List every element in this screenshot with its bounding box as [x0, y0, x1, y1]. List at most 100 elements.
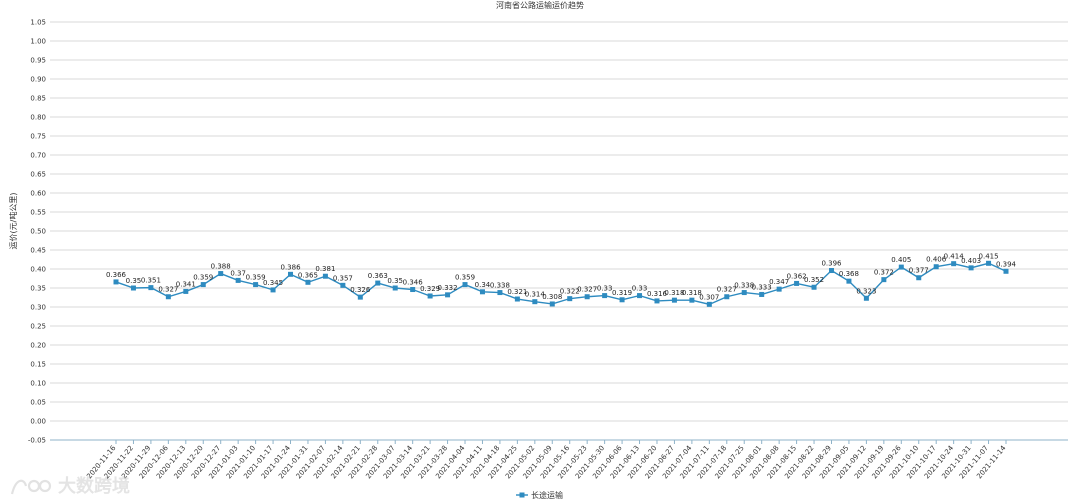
- y-tick-label: 1.00: [30, 38, 46, 46]
- data-point: [567, 296, 573, 302]
- data-point: [479, 289, 485, 295]
- data-label: 0.33: [597, 285, 613, 293]
- data-point: [445, 292, 451, 298]
- data-point: [654, 298, 660, 304]
- data-label: 0.347: [769, 278, 789, 286]
- y-tick-label: 0.25: [30, 323, 46, 331]
- data-point: [637, 293, 643, 299]
- data-point: [497, 290, 503, 296]
- data-point: [724, 294, 730, 300]
- data-point: [427, 293, 433, 299]
- y-tick-label: 0.60: [30, 190, 46, 198]
- data-label: 0.308: [542, 293, 562, 301]
- y-tick-label: 0.80: [30, 114, 46, 122]
- y-tick-label: 0.40: [30, 266, 46, 274]
- data-label: 0.377: [909, 267, 929, 275]
- y-axis-label: 运价(元/吨公里): [8, 193, 18, 250]
- legend-series-name: 长途运输: [531, 490, 563, 500]
- y-tick-label: 0.05: [30, 399, 46, 407]
- y-tick-label: 0.35: [30, 285, 46, 293]
- data-label: 0.338: [490, 282, 510, 290]
- y-tick-label: 0.15: [30, 361, 46, 369]
- legend[interactable]: 长途运输: [516, 490, 563, 500]
- series-layer: [113, 260, 1009, 307]
- data-point: [689, 297, 695, 303]
- data-label: 0.318: [664, 289, 684, 297]
- data-point: [602, 293, 608, 299]
- y-tick-label: 0.20: [30, 342, 46, 350]
- data-point: [794, 280, 800, 286]
- data-label: 0.362: [787, 272, 807, 280]
- watermark-logo-icon: 大数跨境: [10, 475, 130, 497]
- data-label: 0.37: [230, 269, 246, 277]
- data-label: 0.338: [734, 282, 754, 290]
- data-label: 0.34: [475, 281, 491, 289]
- data-point: [113, 279, 119, 285]
- data-label: 0.381: [315, 265, 335, 273]
- data-point: [846, 278, 852, 284]
- data-point: [549, 301, 555, 307]
- y-tick-label: 0.50: [30, 228, 46, 236]
- data-label: 0.307: [699, 293, 719, 301]
- data-point: [305, 279, 311, 285]
- data-label: 0.357: [333, 274, 353, 282]
- data-point: [288, 271, 294, 277]
- data-point: [253, 282, 259, 288]
- data-label: 0.322: [560, 288, 580, 296]
- y-tick-label: 0.00: [30, 418, 46, 426]
- data-label: 0.365: [298, 271, 318, 279]
- data-point: [671, 297, 677, 303]
- data-point: [759, 291, 765, 297]
- data-point: [933, 264, 939, 270]
- data-label: 0.359: [246, 274, 266, 282]
- chart-title: 河南省公路运输运价趋势: [496, 0, 584, 10]
- data-point: [828, 268, 834, 274]
- data-point: [322, 273, 328, 279]
- data-point: [183, 288, 189, 294]
- y-tick-label: -0.05: [28, 437, 46, 445]
- data-label: 0.359: [193, 274, 213, 282]
- data-label: 0.321: [507, 288, 527, 296]
- data-label: 0.323: [856, 287, 876, 295]
- data-label: 0.345: [263, 279, 283, 287]
- data-label: 0.394: [996, 260, 1017, 268]
- data-point: [881, 277, 887, 283]
- data-point: [776, 286, 782, 292]
- data-label: 0.326: [350, 286, 371, 294]
- y-tick-label: 0.65: [30, 171, 46, 179]
- data-label: 0.341: [176, 280, 196, 288]
- data-label: 0.318: [682, 289, 702, 297]
- data-point: [916, 275, 922, 281]
- data-point: [148, 285, 154, 291]
- y-tick-label: 0.90: [30, 76, 46, 84]
- y-tick-labels: 1.05 1.00 0.95 0.90 0.85 0.80 0.75 0.70 0.65 0.60…: [28, 19, 46, 445]
- y-tick-label: 0.95: [30, 57, 46, 65]
- data-label: 0.414: [944, 253, 965, 261]
- data-label: 0.405: [891, 256, 911, 264]
- data-point: [357, 294, 363, 300]
- data-point: [968, 265, 974, 271]
- legend-marker: [519, 492, 525, 498]
- data-point: [532, 299, 538, 305]
- data-label: 0.35: [387, 277, 403, 285]
- y-tick-label: 1.05: [30, 19, 46, 27]
- data-point: [706, 301, 712, 307]
- y-tick-label: 0.55: [30, 209, 46, 217]
- data-point: [514, 296, 520, 302]
- data-label: 0.333: [752, 283, 772, 291]
- data-label: 0.332: [438, 284, 458, 292]
- data-label: 0.327: [577, 286, 597, 294]
- watermark: 大数跨境: [6, 470, 166, 500]
- data-point: [741, 290, 747, 296]
- data-label: 0.316: [647, 290, 668, 298]
- data-point: [811, 284, 817, 290]
- data-label: 0.319: [612, 289, 632, 297]
- data-label: 0.314: [525, 291, 546, 299]
- data-label: 0.359: [455, 274, 475, 282]
- data-point: [235, 277, 241, 283]
- data-label: 0.363: [368, 272, 388, 280]
- y-tick-label: 0.85: [30, 95, 46, 103]
- data-label: 0.368: [839, 270, 859, 278]
- data-point: [410, 287, 416, 293]
